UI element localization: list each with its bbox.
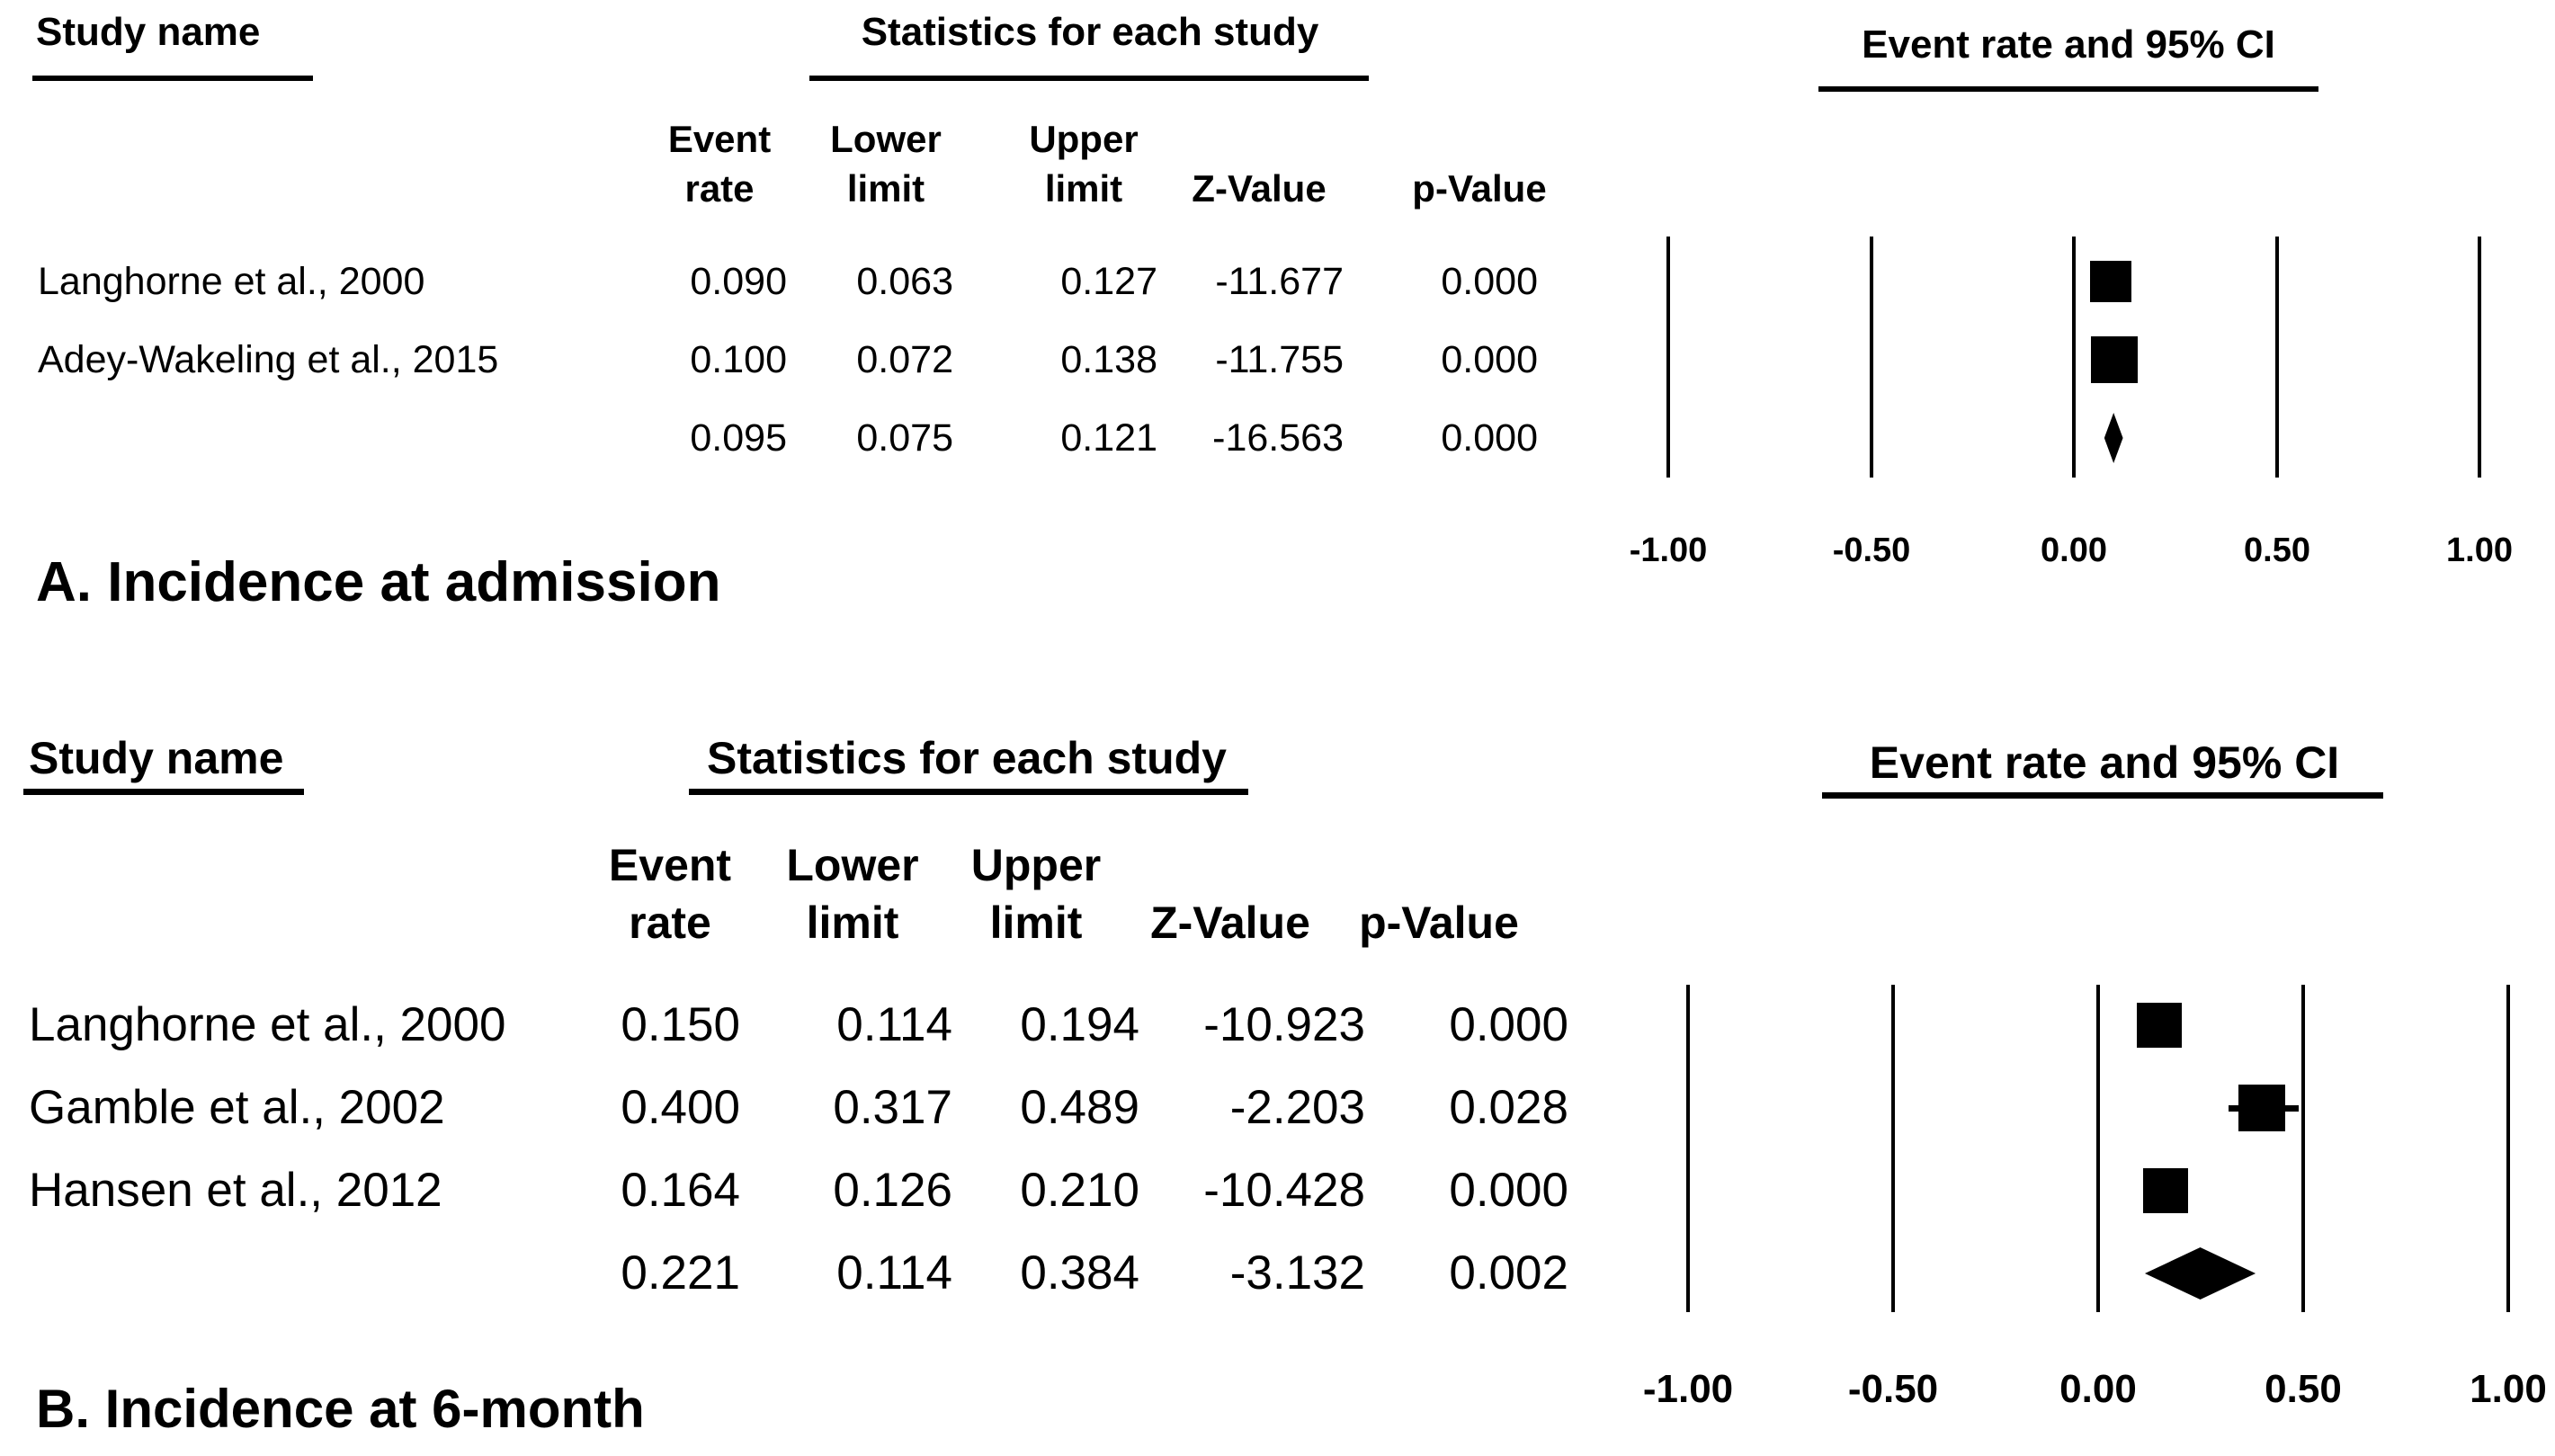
point-estimate-square <box>2091 336 2139 383</box>
column-header: Lower <box>830 118 942 160</box>
column-header: Z-Value <box>1150 898 1310 948</box>
column-header: limit <box>806 898 899 948</box>
column-header: Event <box>667 118 772 160</box>
point-estimate-square <box>2142 1168 2188 1213</box>
panel-b-event-rate-ci-header: Event rate and 95% CI <box>1869 737 2340 788</box>
study-name: Hansen et al., 2012 <box>29 1164 442 1217</box>
panel-b-study-name-header: Study name <box>29 733 284 783</box>
event-rate-value: 0.095 <box>690 416 787 460</box>
column-header: limit <box>1044 167 1123 210</box>
event-rate-value: 0.090 <box>690 260 787 303</box>
lower-limit-value: 0.075 <box>856 416 953 460</box>
panel-b-statistics-header: Statistics for each study <box>707 733 1227 783</box>
p-value: 0.000 <box>1449 998 1568 1051</box>
lower-limit-value: 0.317 <box>833 1081 952 1134</box>
axis-line <box>2478 237 2481 478</box>
column-header: Lower <box>786 840 919 890</box>
study-name: Langhorne et al., 2000 <box>29 998 506 1051</box>
point-estimate-square <box>2089 261 2131 302</box>
column-header: limit <box>846 167 925 210</box>
x-tick-label: 0.50 <box>2265 1367 2342 1411</box>
column-header: limit <box>989 898 1083 948</box>
study-name: Adey-Wakeling et al., 2015 <box>38 338 499 381</box>
panel-a-stats-header-underline <box>809 76 1369 81</box>
x-tick-label: 0.00 <box>2059 1367 2137 1411</box>
x-tick-label: 1.00 <box>2470 1367 2547 1411</box>
p-value: 0.002 <box>1449 1246 1568 1300</box>
event-rate-value: 0.221 <box>621 1246 740 1300</box>
event-rate-value: 0.400 <box>621 1081 740 1134</box>
axis-line <box>1870 237 1873 478</box>
upper-limit-value: 0.384 <box>1020 1246 1139 1300</box>
z-value: -3.132 <box>1229 1246 1365 1300</box>
summary-diamond <box>2104 413 2123 463</box>
z-value: -2.203 <box>1229 1081 1365 1134</box>
axis-line <box>1666 237 1670 478</box>
summary-diamond <box>2144 1247 2256 1300</box>
study-name: Gamble et al., 2002 <box>29 1081 445 1134</box>
x-tick-label: 0.50 <box>2244 531 2310 569</box>
z-value: -11.755 <box>1215 338 1344 381</box>
lower-limit-value: 0.072 <box>856 338 953 381</box>
x-tick-label: 0.00 <box>2041 531 2107 569</box>
panel-b-study-header-underline <box>23 789 304 795</box>
lower-limit-value: 0.063 <box>856 260 953 303</box>
column-header: rate <box>629 898 711 948</box>
z-value: -10.923 <box>1203 998 1365 1051</box>
panel-b-stats-header-underline <box>689 789 1248 795</box>
column-header: p-Value <box>1359 898 1519 948</box>
z-value: -10.428 <box>1203 1164 1365 1217</box>
p-value: 0.000 <box>1449 1164 1568 1217</box>
panel-a-title: A. Incidence at admission <box>36 551 721 613</box>
axis-line-zero <box>2072 237 2076 478</box>
panel-a-plot-header-underline <box>1818 86 2318 92</box>
axis-line <box>1686 985 1690 1312</box>
upper-limit-value: 0.127 <box>1060 260 1157 303</box>
x-tick-label: -0.50 <box>1847 1367 1939 1411</box>
upper-limit-value: 0.138 <box>1060 338 1157 381</box>
panel-a-study-name-header: Study name <box>36 10 261 54</box>
study-name: Langhorne et al., 2000 <box>38 260 425 303</box>
upper-limit-value: 0.121 <box>1060 416 1157 460</box>
lower-limit-value: 0.126 <box>833 1164 952 1217</box>
axis-line-zero <box>2096 985 2100 1312</box>
x-tick-label: -1.00 <box>1629 531 1708 569</box>
event-rate-value: 0.164 <box>621 1164 740 1217</box>
x-tick-label: 1.00 <box>2446 531 2513 569</box>
point-estimate-square <box>2137 1003 2183 1048</box>
p-value: 0.028 <box>1449 1081 1568 1134</box>
column-header: Event <box>608 840 732 890</box>
upper-limit-value: 0.210 <box>1020 1164 1139 1217</box>
column-header: Z-Value <box>1192 167 1327 210</box>
z-value: -16.563 <box>1212 416 1344 460</box>
p-value: 0.000 <box>1441 416 1538 460</box>
panel-a-statistics-header: Statistics for each study <box>861 10 1319 54</box>
column-header: rate <box>684 167 755 210</box>
panel-b-plot-header-underline <box>1822 792 2383 799</box>
event-rate-value: 0.150 <box>621 998 740 1051</box>
axis-line <box>1891 985 1895 1312</box>
panel-a-event-rate-ci-header: Event rate and 95% CI <box>1862 22 2275 67</box>
column-header: Upper <box>970 840 1102 890</box>
p-value: 0.000 <box>1441 338 1538 381</box>
lower-limit-value: 0.114 <box>836 998 952 1051</box>
column-header: p-Value <box>1412 167 1547 210</box>
p-value: 0.000 <box>1441 260 1538 303</box>
point-estimate-square <box>2238 1085 2286 1131</box>
x-tick-label: -1.00 <box>1642 1367 1734 1411</box>
lower-limit-value: 0.114 <box>836 1246 952 1300</box>
z-value: -11.677 <box>1215 260 1344 303</box>
column-header: Upper <box>1029 118 1139 160</box>
axis-line <box>2275 237 2279 478</box>
upper-limit-value: 0.489 <box>1020 1081 1139 1134</box>
event-rate-value: 0.100 <box>690 338 787 381</box>
x-tick-label: -0.50 <box>1832 531 1911 569</box>
panel-a-study-header-underline <box>32 76 313 81</box>
panel-b-title: B. Incidence at 6-month <box>36 1379 645 1439</box>
axis-line <box>2301 985 2305 1312</box>
axis-line <box>2506 985 2510 1312</box>
upper-limit-value: 0.194 <box>1020 998 1139 1051</box>
